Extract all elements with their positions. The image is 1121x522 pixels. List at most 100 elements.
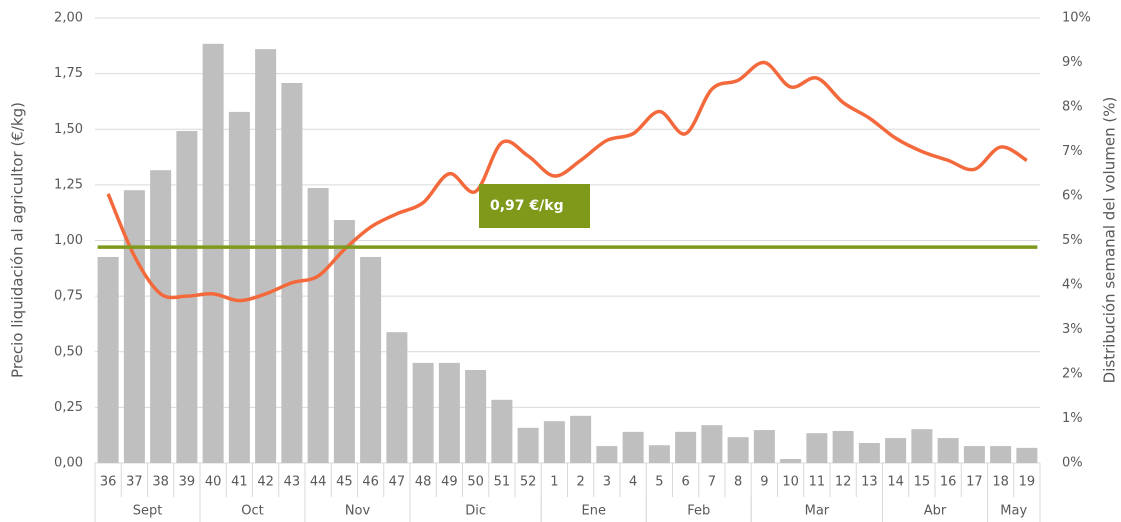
y-tick-label: 0,75	[54, 289, 83, 304]
y-tick-label: 1,50	[54, 122, 83, 137]
x-tick-label: 2	[576, 475, 584, 490]
y2-tick-label: 5%	[1062, 233, 1083, 248]
bar	[517, 427, 539, 463]
y2-tick-label: 4%	[1062, 278, 1083, 293]
y2-tick-label: 2%	[1062, 367, 1083, 382]
x-tick-label: 1	[550, 475, 558, 490]
x-tick-label: 50	[467, 475, 484, 490]
price-line	[106, 60, 1028, 303]
bar	[281, 82, 303, 463]
bar	[97, 256, 119, 463]
bar	[780, 458, 802, 463]
y-axis-title: Precio liquidación al agricultor (€/kg)	[9, 102, 27, 378]
x-tick-label: 37	[126, 475, 143, 490]
y-tick-label: 1,75	[54, 66, 83, 81]
y2-tick-label: 8%	[1062, 100, 1083, 115]
bar	[150, 170, 172, 463]
group-label: May	[1000, 504, 1027, 519]
x-tick-label: 52	[520, 475, 537, 490]
reference-label: 0,97 €/kg	[490, 198, 564, 214]
y-tick-label: 1,25	[54, 177, 83, 192]
bar	[333, 220, 355, 463]
x-tick-label: 40	[205, 475, 222, 490]
bar	[570, 415, 592, 463]
x-tick-label: 51	[494, 475, 511, 490]
bar	[543, 421, 565, 463]
y2-tick-label: 6%	[1062, 189, 1083, 204]
bar	[123, 190, 145, 463]
x-tick-label: 12	[835, 475, 852, 490]
y2-tick-label: 3%	[1062, 322, 1083, 337]
bar	[937, 438, 959, 463]
y-tick-label: 1,00	[54, 233, 83, 248]
group-label: Dic	[465, 504, 486, 519]
bar	[412, 362, 434, 463]
bar	[228, 111, 250, 464]
x-tick-label: 4	[629, 475, 637, 490]
x-tick-label: 9	[760, 475, 768, 490]
x-tick-label: 19	[1019, 475, 1036, 490]
x-tick-label: 48	[415, 475, 432, 490]
y2-tick-label: 1%	[1062, 411, 1083, 426]
group-label: Mar	[805, 504, 830, 519]
y2-axis-title: Distribución semanal del volumen (%)	[1101, 97, 1119, 384]
bar	[701, 425, 723, 463]
group-label: Feb	[687, 504, 710, 519]
x-tick-label: 17	[966, 475, 983, 490]
x-tick-label: 18	[992, 475, 1009, 490]
x-tick-label: 3	[603, 475, 611, 490]
group-label: Ene	[582, 504, 606, 519]
x-tick-label: 43	[284, 475, 301, 490]
x-tick-label: 47	[389, 475, 406, 490]
x-tick-label: 14	[887, 475, 904, 490]
bar	[360, 256, 382, 463]
x-tick-label: 41	[231, 475, 248, 490]
x-tick-label: 15	[914, 475, 931, 490]
bar	[491, 399, 513, 463]
x-tick-label: 44	[310, 475, 327, 490]
bar	[858, 442, 880, 463]
bar	[832, 430, 854, 463]
bar	[963, 446, 985, 463]
y2-tick-label: 10%	[1062, 11, 1091, 26]
bar	[1016, 447, 1038, 463]
reference-label-box	[479, 184, 590, 228]
y2-tick-label: 9%	[1062, 55, 1083, 70]
group-label: Nov	[345, 504, 371, 519]
x-tick-label: 10	[782, 475, 799, 490]
x-tick-label: 8	[734, 475, 742, 490]
bar	[255, 49, 277, 464]
x-tick-label: 39	[179, 475, 196, 490]
group-label: Oct	[241, 504, 263, 519]
bar	[438, 362, 460, 463]
bar	[465, 369, 487, 463]
x-tick-label: 49	[441, 475, 458, 490]
x-tick-label: 46	[362, 475, 379, 490]
bar	[648, 445, 670, 463]
x-tick-label: 5	[655, 475, 663, 490]
x-tick-label: 13	[861, 475, 878, 490]
bar	[202, 43, 224, 464]
x-tick-label: 36	[100, 475, 117, 490]
y-tick-label: 0,50	[54, 344, 83, 359]
bar	[885, 438, 907, 463]
bar	[675, 431, 697, 463]
x-tick-label: 7	[708, 475, 716, 490]
group-label: Abr	[924, 504, 947, 519]
y-tick-label: 0,25	[54, 400, 83, 415]
bar	[911, 429, 933, 463]
x-tick-label: 11	[809, 475, 826, 490]
bar	[990, 446, 1012, 463]
x-tick-label: 42	[257, 475, 274, 490]
y2-tick-label: 0%	[1062, 456, 1083, 471]
bar	[727, 437, 749, 463]
y2-tick-label: 7%	[1062, 144, 1083, 159]
bar	[307, 187, 329, 464]
y-tick-label: 0,00	[54, 456, 83, 471]
group-label: Sept	[133, 504, 163, 519]
x-tick-label: 38	[152, 475, 169, 490]
bar	[386, 332, 408, 463]
x-tick-label: 16	[940, 475, 957, 490]
x-tick-label: 6	[681, 475, 689, 490]
